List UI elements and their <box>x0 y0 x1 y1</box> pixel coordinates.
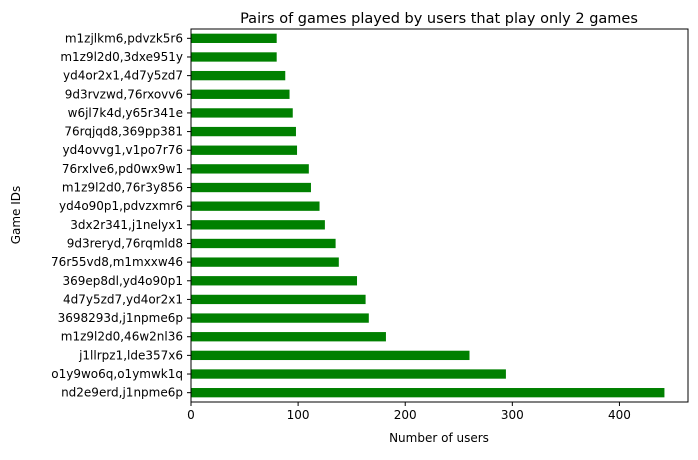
x-tick-label: 100 <box>287 408 310 422</box>
bar <box>191 33 277 43</box>
bar <box>191 257 339 267</box>
y-tick-label: 3698293d,j1npme6p <box>58 311 183 325</box>
y-tick-label: j1llrpz1,lde357x6 <box>78 348 183 362</box>
bar <box>191 126 296 137</box>
bar-series <box>191 33 665 398</box>
bar <box>191 369 506 379</box>
y-tick-label: o1y9wo6q,o1ymwk1q <box>51 367 183 381</box>
bar <box>191 276 358 286</box>
y-tick-label: yd4or2x1,4d7y5zd7 <box>63 69 183 83</box>
bar <box>191 52 277 62</box>
x-tick-label: 400 <box>608 408 631 422</box>
x-axis-ticks: 0 100 200 300 400 <box>187 402 631 422</box>
x-tick-label: 0 <box>187 408 195 422</box>
bar <box>191 294 366 305</box>
y-tick-label: 76rxlve6,pd0wx9w1 <box>62 162 183 176</box>
y-tick-label: 369ep8dl,yd4o90p1 <box>62 274 183 288</box>
y-tick-label: nd2e9erd,j1npme6p <box>61 386 183 400</box>
x-tick-label: 300 <box>501 408 524 422</box>
y-tick-label: m1zjlkm6,pdvzk5r6 <box>65 31 183 45</box>
y-tick-label: 76rqjqd8,369pp381 <box>64 125 183 139</box>
y-tick-label: yd4ovvg1,v1po7r76 <box>63 143 184 157</box>
bar <box>191 164 309 174</box>
bar <box>191 70 286 81</box>
bar <box>191 182 311 193</box>
y-tick-label: 76r55vd8,m1mxxw46 <box>51 255 183 269</box>
y-tick-label: w6jl7k4d,y65r341e <box>68 106 183 120</box>
y-axis-ticks: nd2e9erd,j1npme6p o1y9wo6q,o1ymwk1q j1llrp… <box>51 31 191 400</box>
bar <box>191 350 470 361</box>
x-tick-label: 200 <box>394 408 417 422</box>
bar <box>191 332 386 342</box>
bar <box>191 313 369 323</box>
y-tick-label: m1z9l2d0,3dxe951y <box>60 50 183 64</box>
y-tick-label: 3dx2r341,j1nelyx1 <box>70 218 183 232</box>
plot-frame <box>190 28 689 403</box>
bar <box>191 220 325 230</box>
bar <box>191 388 665 398</box>
y-tick-label: 9d3rvzwd,76rxovv6 <box>65 87 183 101</box>
x-axis-label: Number of users <box>389 431 489 445</box>
y-axis-label: Game IDs <box>9 186 23 245</box>
y-tick-label: 9d3reryd,76rqmld8 <box>67 236 183 250</box>
bar <box>191 108 293 118</box>
bar <box>191 201 320 211</box>
bar <box>191 145 298 155</box>
bar <box>191 89 290 99</box>
y-tick-label: m1z9l2d0,76r3y856 <box>62 181 183 195</box>
bar <box>191 238 336 249</box>
chart-title: Pairs of games played by users that play… <box>240 11 638 27</box>
y-tick-label: 4d7y5zd7,yd4or2x1 <box>63 292 183 306</box>
y-tick-label: m1z9l2d0,46w2nl36 <box>61 330 183 344</box>
y-tick-label: yd4o90p1,pdvzxmr6 <box>59 199 183 213</box>
